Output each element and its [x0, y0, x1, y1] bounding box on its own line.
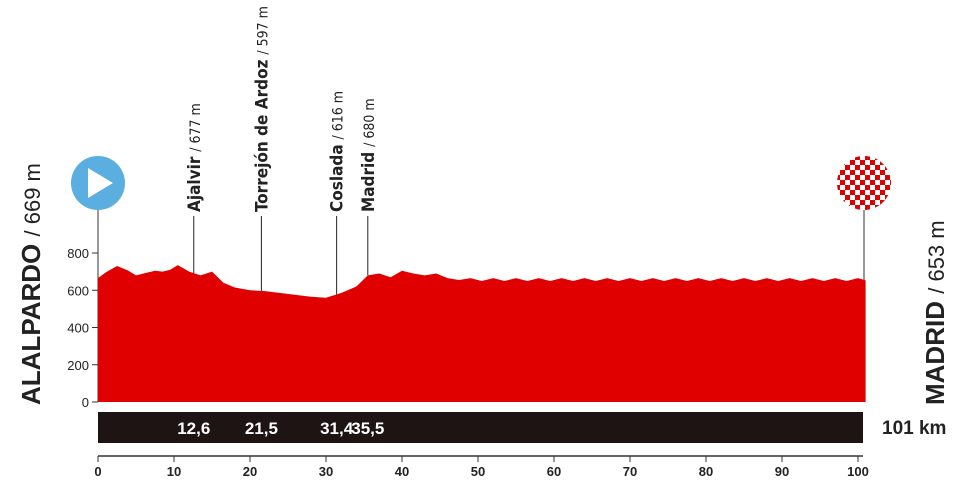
start-label: ALALPARDO / 669 m	[16, 163, 46, 405]
waypoint-label: Madrid / 680 m	[359, 98, 379, 212]
x-tick-label: 100	[847, 464, 869, 479]
waypoint-name: Coslada	[328, 144, 348, 212]
y-tick-label: 800	[67, 246, 89, 261]
waypoint-label: Ajalvir / 677 m	[185, 103, 205, 212]
x-tick-label: 80	[699, 464, 713, 479]
waypoint-km: 31,4	[320, 419, 354, 438]
waypoint-name: Ajalvir	[185, 156, 205, 212]
finish-label: MADRID / 653 m	[920, 220, 950, 405]
y-tick-label: 200	[67, 358, 89, 373]
y-tick-label: 0	[82, 395, 89, 410]
distance-bar	[98, 412, 863, 443]
finish-elevation: / 653 m	[924, 220, 949, 293]
start-name: ALALPARDO	[16, 244, 46, 405]
waypoint-km: 12,6	[177, 419, 210, 438]
finish-name: MADRID	[920, 301, 950, 405]
waypoint-elevation: / 680 m	[362, 98, 378, 147]
x-tick-label: 10	[167, 464, 181, 479]
start-arrow	[88, 168, 113, 198]
distance-label: 101 km	[882, 418, 946, 439]
waypoint-elevation: / 677 m	[188, 103, 204, 152]
start-elevation: / 669 m	[20, 163, 45, 236]
waypoint-label: Torrejón de Ardoz / 597 m	[252, 6, 272, 212]
waypoint-elevation: / 597 m	[255, 6, 271, 55]
waypoint-label: Coslada / 616 m	[328, 91, 348, 212]
elevation-area	[98, 265, 866, 402]
waypoint-name: Madrid	[359, 152, 379, 212]
x-tick-label: 30	[319, 464, 333, 479]
x-tick-label: 90	[775, 464, 789, 479]
x-tick-label: 20	[243, 464, 257, 479]
x-tick-label: 0	[94, 464, 101, 479]
finish-icon	[837, 156, 891, 210]
y-tick-label: 600	[67, 283, 89, 298]
y-tick-label: 400	[67, 321, 89, 336]
waypoint-name: Torrejón de Ardoz	[252, 59, 272, 212]
x-tick-label: 70	[623, 464, 637, 479]
waypoint-km: 21,5	[245, 419, 278, 438]
x-tick-label: 40	[395, 464, 409, 479]
x-tick-label: 60	[547, 464, 561, 479]
waypoint-km: 35,5	[351, 419, 384, 438]
waypoint-elevation: / 616 m	[331, 91, 347, 140]
x-tick-label: 50	[471, 464, 485, 479]
